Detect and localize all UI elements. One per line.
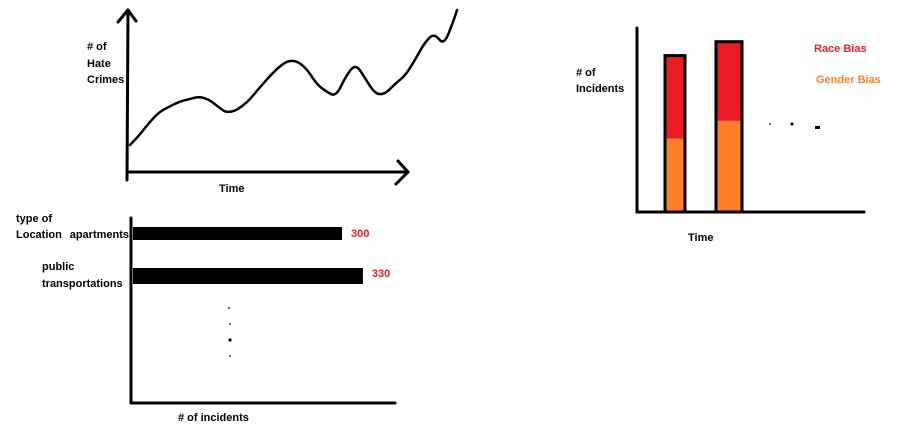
- line-chart-y-label-line: Hate: [87, 58, 111, 70]
- bias-chart-y-label-line: Incidents: [576, 83, 624, 95]
- location-bar-chart-axes: [129, 216, 397, 405]
- location-bar-chart-category-label: apartments: [70, 229, 129, 241]
- continuation-dot: [815, 126, 820, 129]
- location-bar-chart-bar: [133, 227, 342, 240]
- line-chart-y-label: # of Hate Crimes: [87, 41, 124, 86]
- location-bar-chart-continuation-dots: [228, 307, 232, 357]
- bias-chart-bar-segment-gender: [665, 138, 685, 212]
- location-bar-chart-category-label-line: public: [42, 261, 74, 273]
- bias-chart-bar-segment-race: [665, 55, 685, 139]
- continuation-dot: [229, 355, 231, 357]
- line-chart-series-line: [128, 8, 459, 147]
- bias-chart-y-label-line: # of: [576, 67, 596, 79]
- bias-chart-y-label: # of Incidents: [576, 67, 624, 95]
- location-bar-chart-category-label-line: transportations: [42, 278, 123, 290]
- bias-chart-bar-outline: [714, 40, 744, 214]
- line-chart-x-axis-arrow: [394, 159, 410, 186]
- continuation-dot: [769, 123, 771, 125]
- continuation-dot: [228, 338, 232, 342]
- location-bar-chart-y-label: type of Location: [16, 213, 62, 241]
- bias-chart-continuation-dots: [769, 122, 820, 129]
- legend-race-bias: Race Bias: [814, 43, 867, 55]
- line-chart-axes: [116, 8, 410, 186]
- bias-stacked-bar-chart: # of Incidents Time Race Bias Gender Bia…: [576, 26, 881, 244]
- bias-chart-bar-segment-race: [716, 41, 742, 121]
- bias-chart-bar-outline: [663, 54, 687, 214]
- location-bar-chart-bar: [133, 268, 363, 284]
- bias-chart-bar-segment-gender: [716, 120, 742, 212]
- location-bar-chart-value-label: 330: [372, 268, 390, 280]
- continuation-dot: [228, 307, 230, 309]
- line-chart-y-axis: [125, 8, 130, 182]
- line-chart-y-label-line: # of: [87, 41, 107, 53]
- line-chart: # of Hate Crimes Time: [87, 8, 459, 195]
- location-bar-chart-value-label: 300: [351, 228, 369, 240]
- line-chart-x-label: Time: [219, 183, 244, 195]
- legend-gender-bias: Gender Bias: [816, 74, 881, 86]
- line-chart-y-label-line: Crimes: [87, 74, 124, 86]
- line-chart-y-axis-arrow: [116, 8, 138, 24]
- location-bar-chart-y-label-line: Location: [16, 229, 62, 241]
- location-bar-chart-y-label-line: type of: [16, 213, 52, 225]
- continuation-dot: [790, 122, 794, 126]
- location-bar-chart-x-label: # of incidents: [178, 412, 249, 424]
- continuation-dot: [229, 323, 231, 325]
- bias-chart-x-label: Time: [688, 232, 713, 244]
- location-bar-chart-category-label: public transportations: [42, 261, 123, 290]
- bias-chart-bars: [663, 40, 744, 214]
- location-bar-chart: type of Location apartments public trans…: [16, 213, 397, 424]
